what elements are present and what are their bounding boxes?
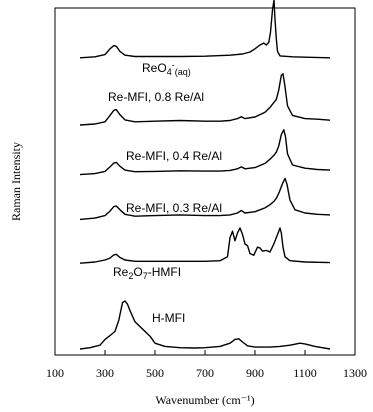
y-axis-label: Raman Intensity <box>9 142 23 221</box>
spectrum-trace <box>79 0 331 59</box>
x-tick-label: 300 <box>96 366 114 380</box>
series-label-part: ReO <box>142 61 167 75</box>
spectrum-trace <box>79 73 331 126</box>
spectrum-trace <box>79 129 331 176</box>
plot-border <box>54 7 356 356</box>
x-tick-label: 100 <box>46 366 64 380</box>
x-tick-label: 700 <box>196 366 214 380</box>
x-axis-ticks: 100 300 500 700 900 1100 1300 <box>46 350 367 380</box>
series-label-part: Re <box>113 265 129 279</box>
x-axis-label: Wavenumber (cm⁻¹) <box>155 393 254 407</box>
spectra-traces <box>79 0 331 350</box>
series-label-part: - <box>172 60 175 70</box>
x-tick-label: 1100 <box>293 366 317 380</box>
series-label-part: 7 <box>143 271 148 281</box>
x-tick-label: 900 <box>246 366 264 380</box>
series-label: Re-MFI, 0.8 Re/Al <box>108 90 204 104</box>
spectrum-trace <box>79 177 331 221</box>
series-label-part: H-MFI <box>152 311 185 325</box>
plot-frame <box>54 7 356 356</box>
series-label-part: Re-MFI, 0.8 Re/Al <box>108 90 204 104</box>
spectrum-trace <box>79 227 331 264</box>
series-label: Re-MFI, 0.4 Re/Al <box>126 149 222 163</box>
spectrum-trace <box>79 300 331 350</box>
series-label-part: (aq) <box>175 67 191 77</box>
series-label-part: Re-MFI, 0.3 Re/Al <box>126 201 222 215</box>
x-tick-label: 1300 <box>343 366 367 380</box>
series-label-part: 2 <box>128 271 133 281</box>
series-label: Re2O7-HMFI <box>113 265 181 281</box>
series-label-part: 4 <box>167 67 172 77</box>
series-label-part: O <box>133 265 142 279</box>
series-label: H-MFI <box>152 311 185 325</box>
series-label-part: Re-MFI, 0.4 Re/Al <box>126 149 222 163</box>
series-label-part: -HMFI <box>148 265 181 279</box>
series-label: ReO4-(aq) <box>142 60 191 77</box>
series-label: Re-MFI, 0.3 Re/Al <box>126 201 222 215</box>
x-tick-label: 500 <box>146 366 164 380</box>
